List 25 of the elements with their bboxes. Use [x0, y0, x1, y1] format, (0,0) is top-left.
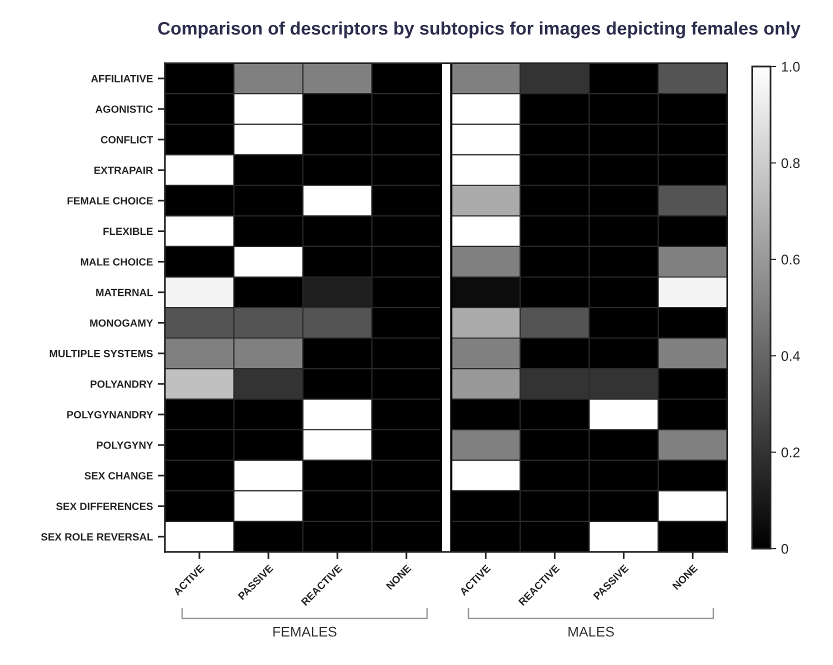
y-tick-label: MALE CHOICE — [80, 258, 153, 266]
color-bar-label: 1.0 — [782, 62, 800, 72]
y-tick-label: FEMALE CHOICE — [68, 197, 153, 205]
chart-title: Comparison of descriptors by subtopics for images depicting females only — [158, 21, 800, 38]
y-tick-label: POLYGYNY — [96, 442, 153, 449]
color-bar-label: 0 — [781, 544, 788, 554]
color-bar-label: 0.4 — [781, 351, 800, 361]
y-tick-label: SEX DIFFERENCES — [56, 502, 153, 510]
y-tick-label: CONFLICT — [100, 136, 154, 144]
y-tick-label: MULTIPLE SYSTEMS — [50, 350, 153, 358]
y-tick-label: AGONISTIC — [96, 106, 153, 113]
color-bar-label: 0.6 — [781, 254, 800, 265]
color-bar-label: 0.2 — [781, 448, 800, 458]
y-tick-label: MONOGAMY — [90, 319, 153, 327]
y-tick-label: POLYANDRY — [90, 380, 153, 388]
text: MALES — [568, 626, 614, 637]
y-tick-label: EXTRAPAIR — [94, 166, 153, 174]
color-bar-label: 0.8 — [781, 158, 800, 168]
y-tick-label: SEX ROLE REVERSAL — [41, 533, 153, 541]
y-tick-label: SEX CHANGE — [84, 472, 153, 480]
y-tick-label: FLEXIBLE — [103, 228, 153, 235]
y-tick-label: MATERNAL — [96, 288, 153, 296]
y-tick-label: POLYGYNANDRY — [67, 410, 153, 418]
text: FEMALES — [273, 626, 336, 637]
y-tick-label: AFFILIATIVE — [91, 75, 153, 82]
